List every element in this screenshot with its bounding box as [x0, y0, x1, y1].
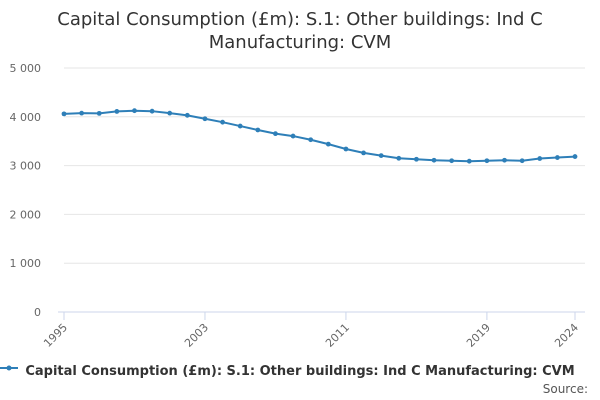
y-tick-label: 5 000 [10, 62, 42, 75]
chart-title-line-2: Manufacturing: CVM [208, 32, 392, 53]
data-point[interactable] [184, 112, 190, 118]
x-tick-label: 2003 [182, 321, 211, 350]
data-point[interactable] [378, 153, 384, 158]
data-point[interactable] [273, 131, 278, 137]
chart-title-line-1: Capital Consumption (£m): S.1: Other bui… [57, 9, 543, 30]
y-tick-label: 3 000 [10, 160, 42, 173]
data-point[interactable] [220, 119, 225, 125]
y-tick-label: 1 000 [10, 257, 42, 270]
data-point[interactable] [79, 110, 85, 116]
data-point[interactable] [343, 146, 349, 152]
series-line[interactable] [63, 109, 576, 163]
data-point[interactable] [237, 123, 243, 129]
data-point[interactable] [61, 111, 67, 117]
data-point[interactable] [290, 133, 296, 139]
data-point[interactable] [149, 108, 155, 114]
data-point[interactable] [572, 154, 578, 159]
x-tick-label: 2011 [323, 321, 352, 350]
data-point[interactable] [502, 157, 507, 163]
legend[interactable]: Capital Consumption (£m): S.1: Other bui… [0, 364, 600, 379]
y-tick-label: 4 000 [10, 111, 42, 124]
x-tick-label: 2024 [552, 321, 581, 350]
x-tick-label: 1995 [41, 321, 70, 350]
data-point[interactable] [414, 156, 419, 162]
data-point[interactable] [484, 158, 490, 164]
data-point[interactable] [449, 158, 455, 164]
data-point[interactable] [396, 155, 402, 161]
legend-label: Capital Consumption (£m): S.1: Other bui… [25, 364, 575, 379]
data-point[interactable] [519, 158, 525, 164]
legend-swatch [0, 365, 18, 371]
data-point[interactable] [466, 158, 472, 164]
data-point[interactable] [202, 116, 208, 122]
data-point[interactable] [255, 127, 261, 133]
data-point[interactable] [537, 156, 543, 161]
y-tick-label: 0 [34, 306, 41, 319]
data-point[interactable] [325, 141, 331, 147]
data-point[interactable] [167, 110, 173, 116]
data-point[interactable] [132, 108, 137, 114]
data-point[interactable] [96, 110, 102, 116]
x-tick-label: 2019 [464, 321, 493, 350]
data-point[interactable] [431, 157, 437, 163]
chart-title: Capital Consumption (£m): S.1: Other bui… [0, 8, 600, 54]
source-label: Source: [542, 382, 588, 396]
data-point[interactable] [554, 155, 560, 160]
data-point[interactable] [308, 137, 314, 143]
data-point[interactable] [361, 150, 366, 156]
data-point[interactable] [114, 109, 120, 114]
y-tick-label: 2 000 [10, 208, 42, 221]
